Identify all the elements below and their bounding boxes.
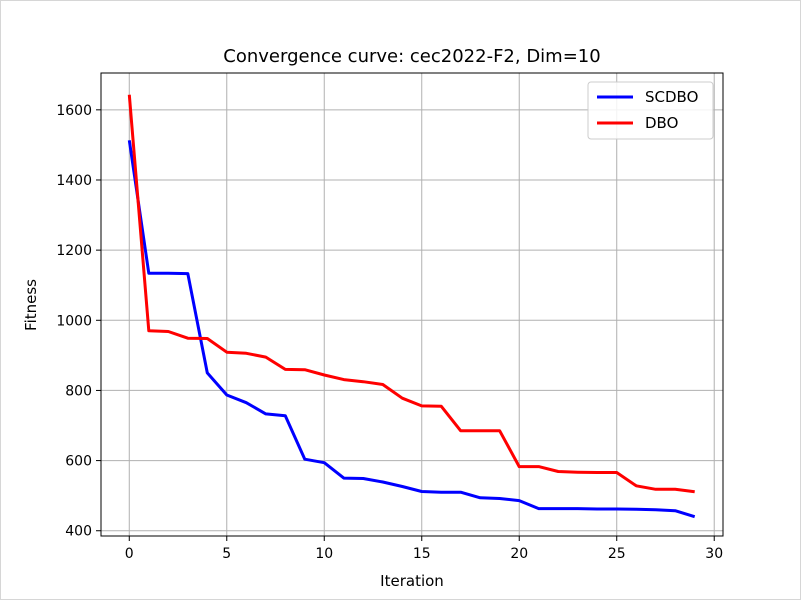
series-line-scdbo — [127, 140, 696, 519]
chart-title: Convergence curve: cec2022-F2, Dim=10 — [223, 46, 600, 67]
y-tick-label: 1600 — [56, 103, 92, 119]
legend-label-dbo: DBO — [645, 114, 678, 132]
x-tick-label: 25 — [608, 546, 626, 562]
x-tick-label: 20 — [510, 546, 528, 562]
legend-label-scdbo: SCDBO — [645, 88, 698, 106]
y-tick-label: 800 — [65, 383, 92, 399]
y-tick-label: 600 — [65, 454, 92, 470]
y-tick-label: 1000 — [56, 313, 92, 329]
x-tick-label: 0 — [125, 546, 134, 562]
y-tick-label: 1400 — [56, 173, 92, 189]
legend: SCDBO DBO — [587, 81, 714, 140]
y-axis-label: Fitness — [22, 279, 40, 331]
x-tick-label: 30 — [705, 546, 723, 562]
x-tick-label: 5 — [222, 546, 231, 562]
grid-lines — [101, 73, 723, 536]
plot-area — [100, 72, 724, 537]
series-line-dbo — [127, 94, 695, 494]
series-layer — [127, 94, 696, 519]
y-tick-label: 1200 — [56, 243, 92, 259]
x-tick-label: 10 — [315, 546, 333, 562]
x-axis-label: Iteration — [380, 572, 444, 590]
x-axis: 0 5 10 15 20 25 30 — [125, 536, 723, 562]
y-tick-label: 400 — [65, 524, 92, 540]
y-axis: 400 600 800 1000 1200 1400 1600 — [56, 103, 101, 540]
x-tick-label: 15 — [413, 546, 431, 562]
